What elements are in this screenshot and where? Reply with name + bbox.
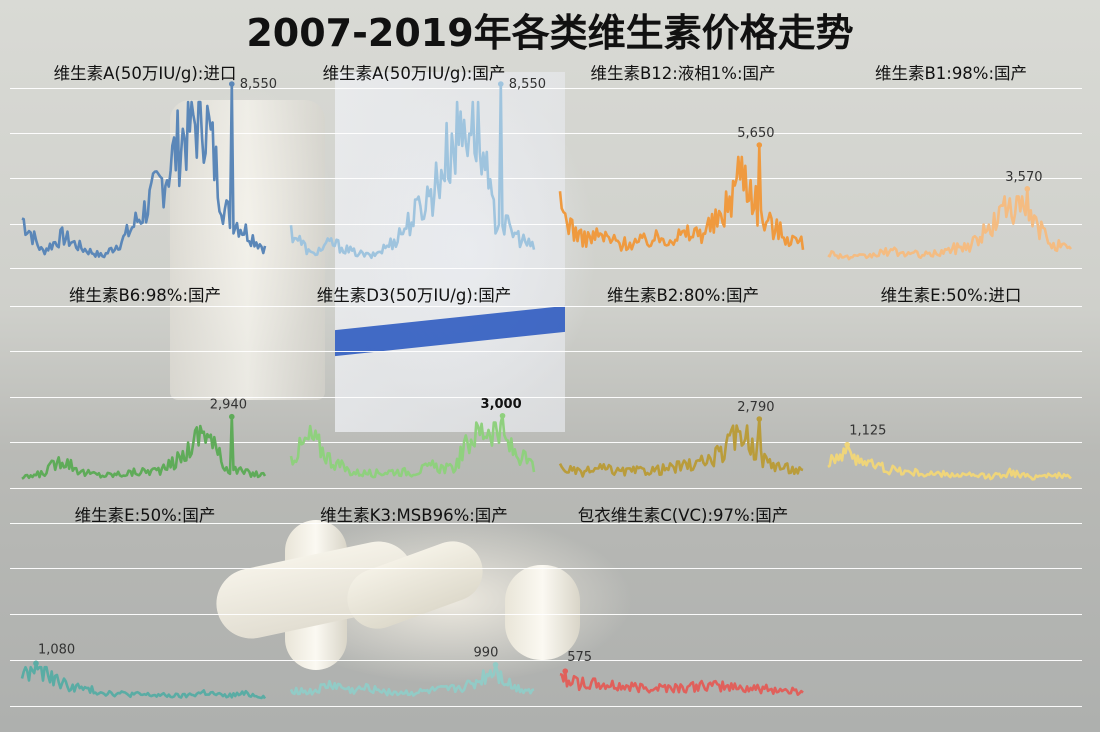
peak-value-label: 2,790 [737, 400, 774, 415]
panel-line-chart: 2,940 [21, 398, 267, 480]
peak-value-label: 1,080 [38, 642, 75, 657]
price-series-line [827, 187, 1073, 261]
peak-value-label: 3,570 [1005, 170, 1042, 185]
panel-title: 维生素E:50%:进口 [880, 286, 1022, 305]
price-series-line [289, 82, 536, 260]
peak-marker [228, 81, 235, 87]
peak-value-label: 2,940 [210, 398, 247, 413]
panel-title: 维生素E:50%:国产 [74, 506, 216, 525]
peak-marker [756, 142, 763, 148]
price-series-line [21, 82, 267, 259]
peak-marker [562, 668, 569, 674]
peak-marker [844, 441, 851, 448]
grid-line [10, 224, 1082, 225]
grid-line [10, 88, 1082, 89]
panel-line-chart: 2,790 [558, 400, 804, 478]
panel-line-chart: 575 [559, 650, 804, 696]
peak-value-label: 8,550 [240, 77, 277, 92]
grid-line [10, 706, 1082, 707]
peak-value-label: 575 [567, 650, 592, 665]
panel-line-chart: 5,650 [558, 126, 805, 252]
panel-line-chart: 1,080 [20, 642, 267, 700]
grid-line [10, 614, 1082, 615]
peak-value-label: 8,550 [509, 77, 546, 92]
grid-line [10, 351, 1082, 352]
panel-line-chart: 3,000 [289, 397, 536, 479]
peak-marker [497, 81, 504, 87]
grid-line [10, 488, 1082, 489]
price-series-line [289, 414, 536, 479]
panel-line-chart: 8,550 [289, 77, 546, 260]
peak-marker [33, 660, 39, 667]
peak-marker [228, 413, 235, 420]
panel-title: 维生素B2:80%:国产 [606, 286, 760, 305]
panel-line-chart: 1,125 [827, 424, 1072, 481]
peak-value-label: 5,650 [737, 126, 774, 141]
price-series-line [558, 417, 804, 478]
panel-title: 维生素A(50万IU/g):进口 [53, 64, 237, 83]
grid-line [10, 660, 1082, 661]
grid-line [10, 523, 1082, 524]
page-title: 2007-2019年各类维生素价格走势 [246, 11, 854, 55]
peak-value-label: 3,000 [481, 397, 522, 412]
panel-line-chart: 990 [289, 646, 535, 697]
panel-title: 维生素B12:液相1%:国产 [590, 64, 776, 83]
panel-line-chart: 8,550 [21, 77, 277, 259]
price-series-line [827, 443, 1072, 481]
grid-line [10, 133, 1082, 134]
grid-line [10, 306, 1082, 307]
price-series-line [289, 663, 535, 697]
grid-line [10, 178, 1082, 179]
price-series-line [559, 669, 804, 696]
grid-line [10, 442, 1082, 443]
peak-marker [499, 412, 506, 419]
panel-title: 维生素A(50万IU/g):国产 [322, 64, 506, 83]
peak-marker [1024, 186, 1031, 192]
grid-line [10, 397, 1082, 398]
price-series-line [21, 415, 267, 480]
peak-marker [492, 661, 499, 668]
price-series-line [558, 143, 805, 252]
peak-marker [756, 416, 763, 422]
panel-line-chart: 3,570 [827, 170, 1073, 261]
peak-value-label: 1,125 [849, 424, 886, 439]
panel-title: 维生素D3(50万IU/g):国产 [316, 286, 512, 305]
grid-line [10, 568, 1082, 569]
grid-line [10, 268, 1082, 269]
panel-title: 维生素K3:MSB96%:国产 [320, 506, 508, 525]
price-series-line [20, 662, 267, 700]
peak-value-label: 990 [474, 646, 499, 661]
panel-title: 维生素B1:98%:国产 [874, 64, 1028, 83]
panel-title: 维生素B6:98%:国产 [68, 286, 222, 305]
panel-title: 包衣维生素C(VC):97%:国产 [577, 506, 789, 525]
